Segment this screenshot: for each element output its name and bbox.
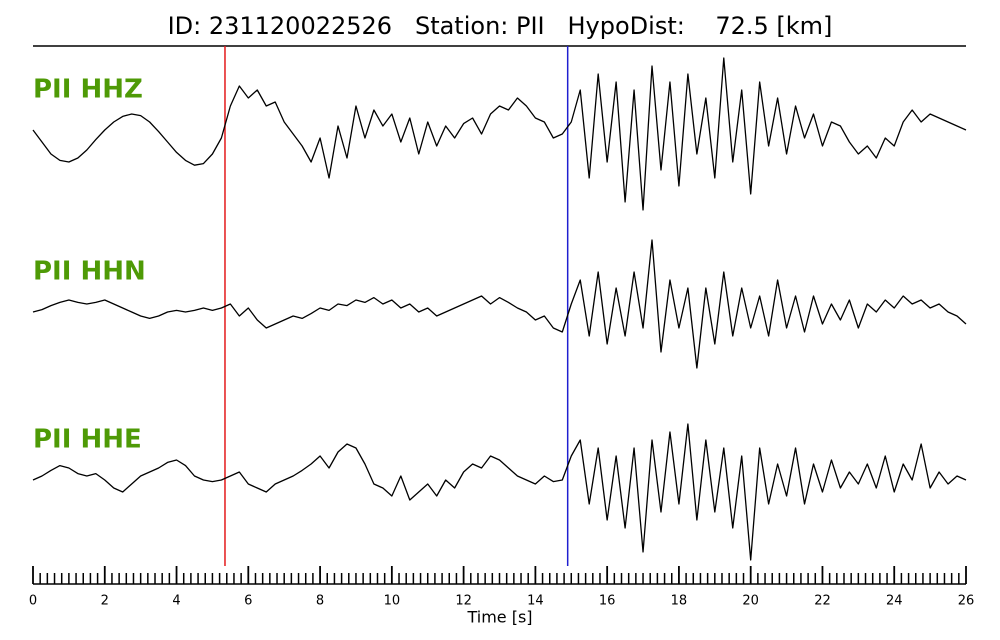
x-tick-label: 16 xyxy=(599,594,616,609)
waveform xyxy=(32,239,967,369)
waveform xyxy=(32,57,967,211)
x-tick-label: 20 xyxy=(742,594,759,609)
x-tick-label: 14 xyxy=(527,594,544,609)
x-tick-label: 12 xyxy=(455,594,472,609)
x-tick-label: 4 xyxy=(172,594,180,609)
x-tick-label: 0 xyxy=(29,594,37,609)
trace-label: PII HHN xyxy=(33,257,146,287)
trace-label: PII HHZ xyxy=(33,75,143,105)
x-tick-label: 26 xyxy=(958,594,975,609)
x-tick-label: 18 xyxy=(671,594,688,609)
trace-label: PII HHE xyxy=(33,425,142,455)
waveform xyxy=(32,423,967,561)
x-tick-label: 6 xyxy=(244,594,252,609)
x-tick-label: 8 xyxy=(316,594,324,609)
x-tick-label: 22 xyxy=(814,594,831,609)
x-tick-label: 24 xyxy=(886,594,903,609)
x-axis-label: Time [s] xyxy=(466,608,532,627)
x-tick-label: 2 xyxy=(101,594,109,609)
chart-title: ID: 231120022526 Station: PII HypoDist: … xyxy=(168,12,833,40)
x-tick-label: 10 xyxy=(384,594,401,609)
